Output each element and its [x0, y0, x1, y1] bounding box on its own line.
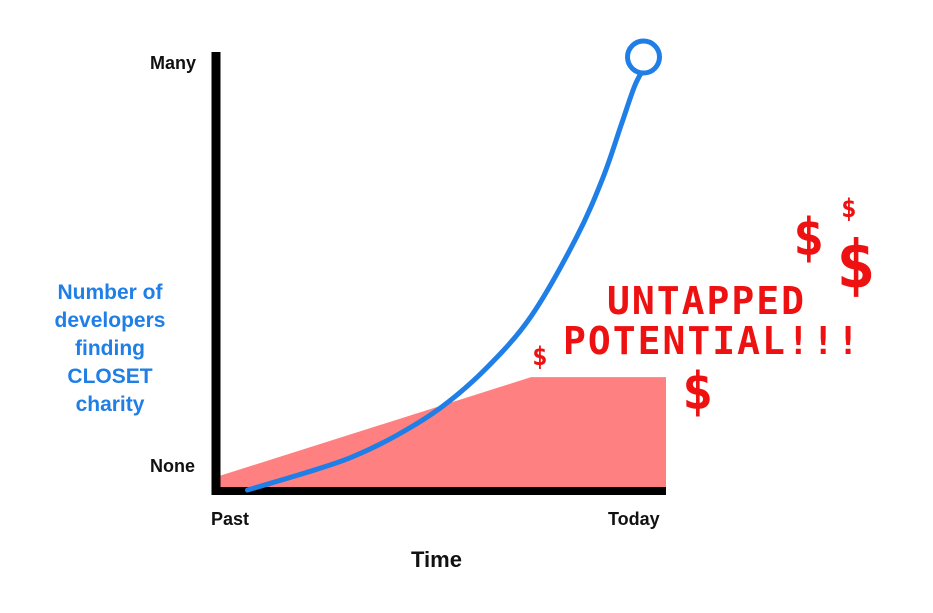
y-axis-title-line-2: developers [54, 309, 166, 332]
x-tick-label-today: Today [608, 509, 660, 529]
series-line-0 [245, 66, 646, 493]
y-axis-title-line-5: charity [75, 393, 145, 416]
untapped-annotation-line-2: POTENTIAL!!! [563, 319, 862, 363]
y-tick-label-none: None [150, 456, 195, 476]
y-axis-title-line-1: Number of [57, 281, 163, 304]
dollar-sign-icon: $ [532, 342, 548, 372]
dollar-sign-icon: $ [841, 194, 857, 224]
dollar-sign-icon: $ [682, 362, 714, 422]
dollar-sign-icon: $ [836, 226, 876, 303]
x-tick-label-past: Past [211, 509, 250, 529]
x-axis-title: Time [411, 547, 462, 572]
series-end-marker [625, 38, 662, 76]
y-axis-title-line-3: finding [75, 337, 145, 360]
untapped-annotation-line-1: UNTAPPED [607, 279, 807, 323]
y-tick-label-many: Many [150, 53, 197, 73]
y-axis-title: Number of developers finding CLOSET char… [20, 279, 200, 419]
dollar-sign-icon: $ [793, 208, 825, 268]
y-axis-title-line-4: CLOSET [67, 365, 153, 388]
untapped-potential-area [216, 377, 666, 490]
